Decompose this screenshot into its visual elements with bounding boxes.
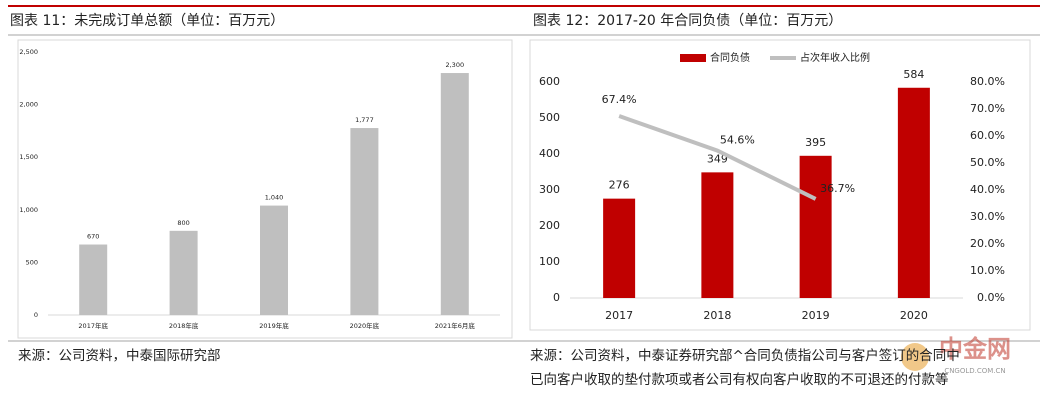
legend-label: 占次年收入比例: [800, 51, 870, 64]
data-label: 670: [87, 233, 99, 241]
legend-swatch: [680, 54, 706, 62]
watermark-logo: [901, 343, 929, 371]
data-label: 276: [609, 179, 630, 192]
bar: [603, 198, 636, 298]
x-tick-label: 2019: [802, 309, 830, 322]
chart-frame: [529, 39, 1031, 331]
x-tick-label: 2020年底: [350, 321, 380, 330]
y2-tick-label: 30.0%: [970, 210, 1005, 223]
data-label: 36.7%: [820, 182, 855, 195]
chart-title: 图表 12：2017-20 年合同负债（单位：百万元）: [533, 13, 842, 29]
y-tick-label: 300: [539, 183, 560, 196]
bar: [169, 230, 198, 315]
y-tick-label: 400: [539, 147, 560, 160]
bar: [260, 205, 288, 315]
source-note: 来源：公司资料，中泰证券研究部^合同负债指公司与客户签订的合同中: [530, 347, 960, 364]
bar: [440, 73, 469, 315]
data-label: 2,300: [445, 61, 464, 69]
y-tick-label: 200: [539, 219, 560, 232]
data-label: 584: [903, 68, 924, 81]
y-tick-label: 2,500: [19, 48, 38, 56]
bar: [799, 155, 832, 298]
x-tick-label: 2021年6月底: [435, 321, 476, 330]
bar: [350, 128, 379, 315]
y2-tick-label: 10.0%: [970, 264, 1005, 277]
x-tick-label: 2018: [703, 309, 731, 322]
bar: [701, 172, 734, 298]
y-tick-label: 500: [26, 258, 38, 266]
data-label: 395: [805, 136, 826, 149]
y-tick-label: 0: [34, 311, 38, 319]
watermark: CNGOLD.COM.CN: [944, 367, 1005, 375]
data-label: 54.6%: [720, 134, 755, 147]
data-label: 67.4%: [602, 93, 637, 106]
y-tick-label: 2,000: [19, 101, 38, 109]
data-label: 1,040: [265, 194, 284, 202]
y2-tick-label: 70.0%: [970, 102, 1005, 115]
source-note: 已向客户收取的垫付款项或者公司有权向客户收取的不可退还的付款等: [530, 371, 949, 388]
y2-tick-label: 50.0%: [970, 156, 1005, 169]
y2-tick-label: 60.0%: [970, 129, 1005, 142]
y2-tick-label: 0.0%: [977, 291, 1005, 304]
y-tick-label: 1,000: [19, 206, 38, 214]
y-tick-label: 500: [539, 111, 560, 124]
bar: [79, 244, 108, 315]
y-tick-label: 600: [539, 75, 560, 88]
x-tick-label: 2018年底: [169, 321, 199, 330]
chart-title: 图表 11：未完成订单总额（单位：百万元）: [10, 13, 284, 29]
y2-tick-label: 20.0%: [970, 237, 1005, 250]
y-tick-label: 100: [539, 255, 560, 268]
line: [618, 114, 817, 201]
y-tick-label: 1,500: [19, 153, 38, 161]
y2-tick-label: 80.0%: [970, 75, 1005, 88]
data-label: 349: [707, 152, 728, 165]
x-tick-label: 2020: [900, 309, 928, 322]
legend-label: 合同负债: [710, 51, 750, 64]
watermark: 中金网: [939, 335, 1011, 363]
data-label: 1,777: [355, 116, 374, 124]
data-label: 800: [177, 219, 189, 227]
y-tick-label: 0: [553, 291, 560, 304]
x-tick-label: 2017年底: [78, 321, 108, 330]
x-tick-label: 2019年底: [259, 321, 289, 330]
y2-tick-label: 40.0%: [970, 183, 1005, 196]
source-note: 来源：公司资料，中泰国际研究部: [18, 348, 221, 364]
x-tick-label: 2017: [605, 309, 633, 322]
chart-frame: [17, 39, 513, 339]
bar: [897, 87, 930, 298]
